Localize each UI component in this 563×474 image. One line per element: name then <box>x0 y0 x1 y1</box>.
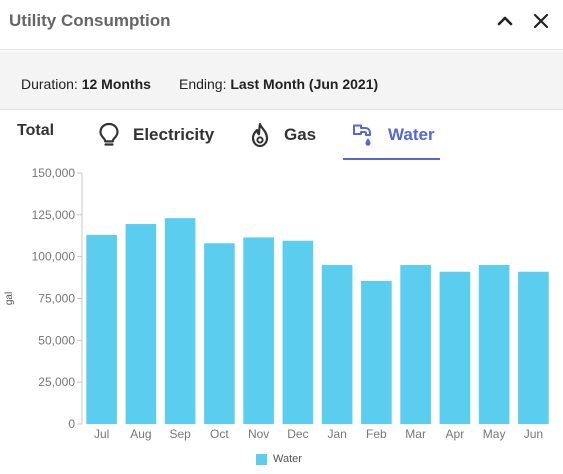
bar-jan <box>321 265 353 424</box>
x-tick-label: Feb <box>366 427 387 441</box>
water-consumption-chart: 0 25,000 50,000 75,000 100,000 125,000 150,000… <box>0 162 563 474</box>
bar-sep <box>164 218 196 424</box>
y-tick-label: 50,000 <box>38 333 75 347</box>
close-button[interactable] <box>528 8 554 34</box>
tab-electricity[interactable]: Electricity <box>95 111 214 159</box>
close-icon <box>533 13 549 29</box>
x-tick-label: Oct <box>210 427 229 441</box>
bar-dec <box>282 240 314 424</box>
bar-feb <box>361 280 392 424</box>
bar-mar <box>400 265 431 424</box>
y-tick-label: 125,000 <box>32 208 76 222</box>
faucet-icon <box>350 121 378 149</box>
x-tick-label: Aug <box>130 427 151 441</box>
bar-nov <box>243 237 274 424</box>
lightbulb-icon <box>95 121 123 149</box>
tab-gas[interactable]: Gas <box>246 111 316 159</box>
x-tick-label: Apr <box>446 427 465 441</box>
active-tab-indicator <box>343 158 440 160</box>
y-tick-label: 75,000 <box>38 292 75 306</box>
x-tick-label: Dec <box>287 427 308 441</box>
bar-may <box>478 265 510 424</box>
x-tick-label: Mar <box>405 427 426 441</box>
tab-electricity-label: Electricity <box>133 125 215 144</box>
tab-water-label: Water <box>388 125 435 144</box>
duration-value: 12 Months <box>81 76 151 92</box>
x-tick-label: Nov <box>248 427 269 441</box>
utility-tabs: Total Electricity Gas Water <box>0 111 563 161</box>
x-tick-label: Sep <box>169 427 191 441</box>
ending-label: Ending: <box>179 76 227 92</box>
x-tick-label: May <box>483 427 506 441</box>
tab-total[interactable]: Total <box>17 111 54 151</box>
x-tick-label: Jun <box>524 427 543 441</box>
y-axis-label: gal <box>4 292 15 305</box>
tab-total-label: Total <box>17 122 55 139</box>
bar-oct <box>204 243 235 424</box>
collapse-button[interactable] <box>492 8 518 34</box>
y-tick-label: 0 <box>68 417 75 431</box>
legend-swatch-water <box>256 453 267 465</box>
tab-gas-label: Gas <box>284 125 317 144</box>
ending-filter[interactable]: Ending: Last Month (Jun 2021) <box>179 76 378 92</box>
filter-bar: Duration: 12 Months Ending: Last Month (… <box>0 51 563 110</box>
chevron-up-icon <box>497 16 513 26</box>
y-tick-label: 25,000 <box>38 375 75 389</box>
flame-icon <box>246 121 274 149</box>
bar-jun <box>518 271 549 424</box>
tab-water[interactable]: Water <box>350 111 435 159</box>
chart-legend[interactable]: Water <box>256 453 302 465</box>
legend-label-water: Water <box>273 453 302 465</box>
x-tick-label: Jan <box>327 427 346 441</box>
panel-header: Utility Consumption <box>0 0 563 50</box>
bar-aug <box>125 224 157 424</box>
y-tick-label: 150,000 <box>32 166 76 180</box>
bar-jul <box>86 234 117 424</box>
y-tick-label: 100,000 <box>32 250 76 264</box>
bar-apr <box>439 271 471 424</box>
duration-filter[interactable]: Duration: 12 Months <box>21 76 151 92</box>
panel-title: Utility Consumption <box>9 11 171 30</box>
bar-chart: 0 25,000 50,000 75,000 100,000 125,000 150,000… <box>4 166 549 441</box>
ending-value: Last Month (Jun 2021) <box>230 76 379 92</box>
x-tick-label: Jul <box>94 427 109 441</box>
duration-label: Duration: <box>21 76 78 92</box>
